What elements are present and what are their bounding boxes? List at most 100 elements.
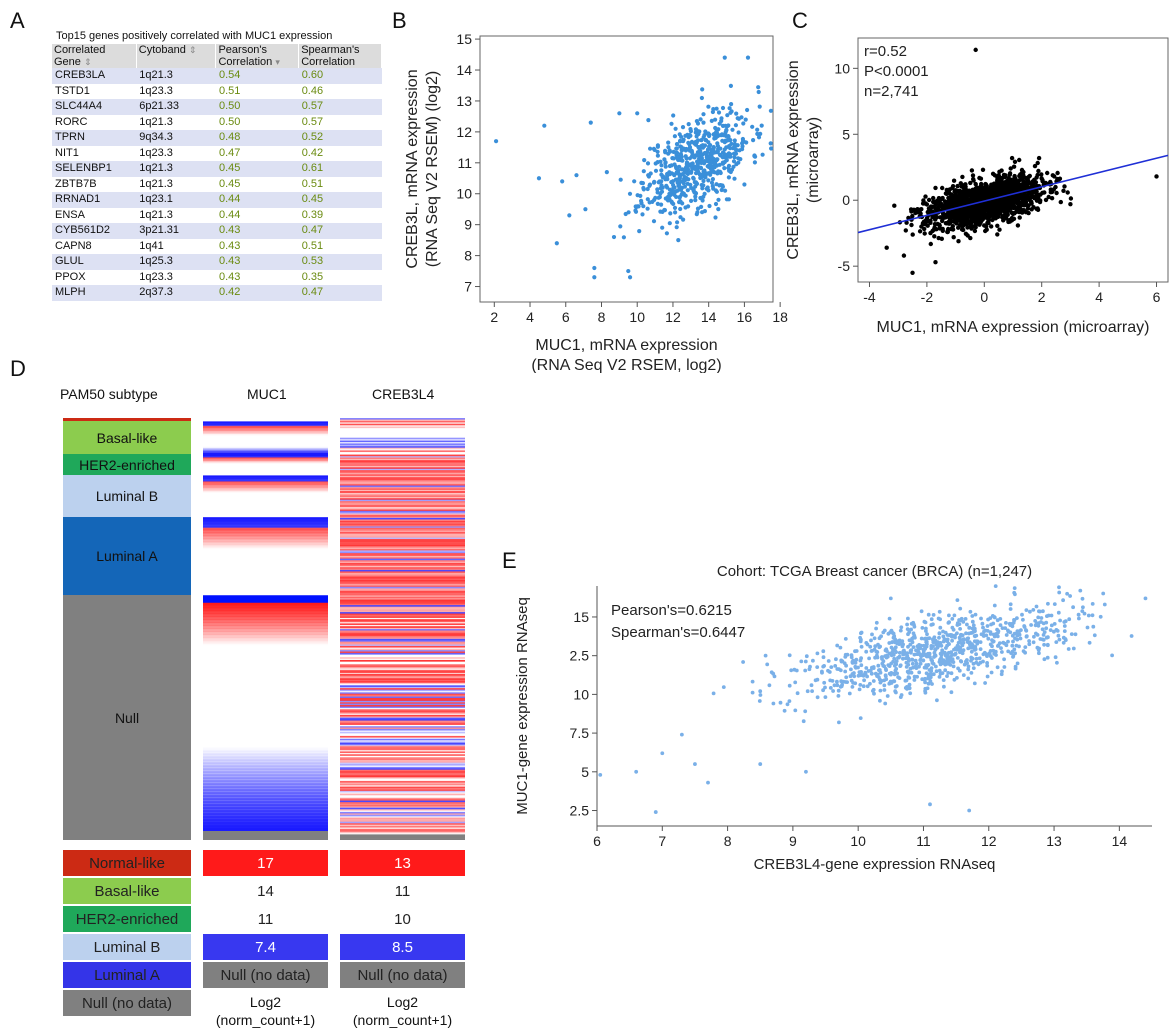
scatter-point (937, 668, 942, 673)
header-cytoband[interactable]: Cytoband ⇕ (136, 44, 217, 68)
scatter-point (907, 686, 912, 691)
scatter-point (1056, 633, 1061, 638)
scatter-point (906, 671, 911, 675)
heatmap-band (340, 709, 465, 711)
scatter-point (953, 651, 958, 656)
scatter-point (1015, 616, 1019, 620)
heatmap-band (340, 640, 465, 642)
scatter-point (795, 691, 800, 696)
scatter-point (671, 149, 676, 154)
header-correlated-gene[interactable]: Correlated Gene ⇕ (52, 44, 137, 68)
heatmap-band (203, 457, 328, 460)
heatmap-band (203, 535, 328, 538)
scatter-point (899, 625, 904, 630)
scatter-point (835, 679, 839, 684)
header-spearman[interactable]: Spearman's Correlation (298, 44, 382, 68)
scatter-point (1022, 624, 1027, 628)
scatter-point (674, 225, 679, 230)
scatter-point (805, 689, 810, 694)
heatmap-band (340, 505, 465, 507)
x-tick-label: -2 (921, 289, 934, 305)
scatter-point (917, 207, 923, 212)
heatmap-band (203, 808, 328, 811)
scatter-point (843, 669, 848, 674)
scatter-point (838, 645, 843, 650)
scatter-point (968, 235, 973, 241)
scatter-point (983, 182, 989, 187)
pearson-cell: 0.44 (215, 207, 299, 223)
scatter-point (940, 671, 945, 675)
scatter-point (863, 670, 868, 675)
scatter-point (936, 616, 941, 621)
scatter-point (888, 596, 893, 601)
scatter-point (1046, 613, 1051, 618)
scatter-point (986, 220, 991, 226)
heatmap-band (340, 426, 465, 429)
spearman-cell: 0.35 (298, 269, 382, 285)
legend-value-creb3l4-2: 10 (340, 906, 465, 932)
scatter-point (832, 683, 837, 688)
heatmap-band (340, 783, 465, 786)
scatter-point (951, 178, 957, 183)
scatter-point (767, 683, 772, 688)
scatter-point (679, 134, 684, 139)
cytoband-cell: 1q21.3 (136, 114, 216, 130)
scatter-point (660, 225, 665, 230)
scatter-point (719, 187, 724, 193)
heatmap-band (340, 834, 465, 837)
scatter-point (688, 182, 693, 187)
heatmap-band (203, 803, 328, 806)
heatmap-background (203, 418, 328, 840)
heatmap-band (203, 482, 328, 485)
scatter-point (663, 161, 668, 166)
scatter-point (995, 232, 1000, 237)
heatmap-band (340, 537, 465, 540)
scatter-point (731, 151, 737, 156)
scatter-point (821, 649, 826, 654)
scatter-point (709, 118, 714, 123)
header-pearson[interactable]: Pearson's Correlation ▾ (215, 44, 300, 68)
scatter-point (997, 227, 1002, 232)
scatter-point (912, 624, 917, 629)
scatter-point (1009, 202, 1014, 208)
scatter-point (685, 188, 690, 193)
scatter-point (681, 217, 686, 222)
scatter-point (703, 175, 708, 180)
x-tick-label: 8 (724, 833, 732, 849)
heatmap-band (203, 538, 328, 541)
gene-cell: MLPH (52, 285, 137, 301)
scatter-point (928, 679, 933, 683)
heatmap-band (340, 821, 465, 824)
scatter-point (969, 649, 974, 654)
x-tick-label: 10 (850, 833, 866, 849)
scatter-point (1080, 596, 1085, 601)
scatter-point (1003, 626, 1008, 630)
heatmap-band (203, 536, 328, 539)
scatter-point (697, 129, 702, 134)
heatmap-band (340, 716, 465, 718)
heatmap-band (340, 780, 465, 783)
heatmap-band (340, 665, 465, 668)
scatter-point (993, 584, 998, 588)
scatter-point (923, 647, 927, 651)
y-tick-label: 2.5 (570, 648, 590, 664)
scatter-point (627, 275, 633, 280)
scatter-point (694, 181, 699, 187)
heatmap-band (203, 797, 328, 800)
scatter-point (598, 773, 603, 777)
gene-cell: TPRN (52, 130, 137, 146)
scatter-point (1068, 201, 1073, 207)
plot-frame (857, 37, 1169, 283)
spearman-cell: 0.57 (298, 99, 382, 115)
heatmap-band (340, 536, 465, 538)
heatmap-band (203, 601, 328, 604)
table-row: ENSA 1q21.3 0.44 0.39 (52, 207, 382, 223)
heatmap-band (340, 524, 465, 527)
heatmap-band (340, 557, 465, 559)
scatter-point (633, 204, 638, 209)
scatter-point (750, 124, 755, 129)
scatter-point (592, 275, 597, 280)
scatter-point (1018, 177, 1024, 182)
scatter-point (973, 181, 978, 187)
scatter-point (799, 659, 804, 664)
